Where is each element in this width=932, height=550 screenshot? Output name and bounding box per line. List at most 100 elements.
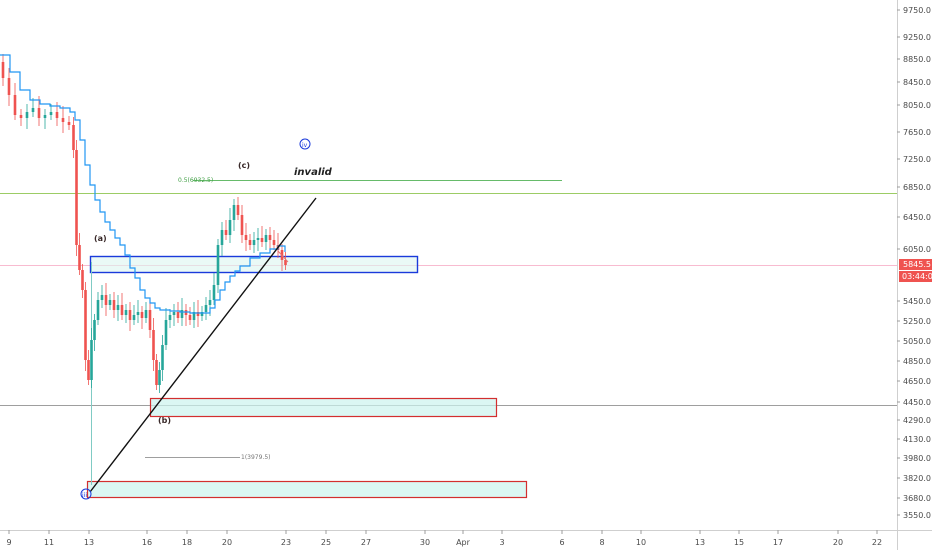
x-tick-label: 6 [559,538,564,547]
trendline-small [277,250,289,263]
candle-body [260,238,264,242]
candle-body [272,240,276,245]
wave-iv-label: iv [302,142,308,149]
x-tick-label: 13 [84,538,94,547]
ma-line [0,54,286,314]
x-tick-label: 16 [142,538,152,547]
candle-body [132,315,136,320]
candle-body [13,95,17,115]
y-tick-label: 8450.0 [903,78,931,87]
candle-body [200,312,204,316]
y-tick-label: 5250.0 [903,317,931,326]
candle-body [140,312,144,318]
candle-body [158,370,161,385]
candle-body [37,108,41,118]
candle-body [96,300,100,320]
y-tick-label: 3550.0 [903,511,931,520]
candle-body [152,330,155,360]
candle-body [72,125,75,150]
candle-body [7,78,11,95]
candle-body [49,112,53,115]
x-tick-label: Apr [456,538,471,547]
x-tick-label: 18 [182,538,192,547]
zones [86,255,528,499]
candle-body [128,310,132,320]
candle-body [84,290,87,360]
x-tick-label: 15 [734,538,744,547]
price-badge-text: 5845.5 [903,260,931,269]
x-tick-label: 25 [321,538,331,547]
candle-body [180,310,184,318]
trendline-support [89,197,317,493]
candle-body [284,260,287,265]
x-tick-label: 9 [6,538,11,547]
x-tick-label: 11 [44,538,54,547]
candle-body [1,62,5,78]
red-zone-mid [149,397,498,418]
candle-body [19,115,23,118]
x-tick-label: 17 [773,538,783,547]
candle-body [268,235,272,240]
candle-body [244,235,248,240]
red-zone-low [86,480,528,499]
candle-body [188,315,192,320]
candle-body [232,205,236,220]
y-tick-label: 8850.0 [903,55,931,64]
wave-c-label: (c) [238,161,250,170]
invalid-label: invalid [294,167,333,178]
x-tick-label: 20 [833,538,843,547]
candle-body [212,285,216,300]
y-tick-label: 3980.0 [903,454,931,463]
y-tick-label: 4130.0 [903,435,931,444]
y-tick-label: 6850.0 [903,183,931,192]
candle-body [240,215,244,235]
wave-labels: (a) (b) (c) iv iii invalid [80,138,333,500]
candle-body [87,360,90,380]
candle-body [172,312,176,315]
y-tick-label: 4850.0 [903,357,931,366]
candle-body [248,240,252,245]
candle-body [216,245,220,285]
y-tick-label: 4450.0 [903,398,931,407]
candle-body [256,238,260,240]
y-tick-label: 9750.0 [903,6,931,15]
y-tick-label: 3680.0 [903,494,931,503]
price-badges: 5845.5 03:44:06 [899,259,932,282]
candle-body [112,300,116,310]
candle-body [161,345,164,370]
wave-iii-circle [80,488,92,500]
candle-body [208,300,212,305]
candle-body [220,230,224,245]
candle-body [252,240,256,245]
blue-zone [89,255,419,274]
candle-body [25,112,29,118]
y-tick-label: 7650.0 [903,128,931,137]
fib-1-label: 1(3979.5) [241,454,271,461]
y-tick-label: 5050.0 [903,337,931,346]
candle-body [81,270,84,290]
x-tick-label: 30 [420,538,430,547]
time-axis[interactable]: 9 11 13 16 18 20 23 25 27 30 Apr 3 6 8 10 13 15 17 20 22 [6,530,882,547]
wave-a-label: (a) [94,234,107,243]
candle-body [116,305,120,310]
candle-body [78,245,81,270]
candle-body [108,300,112,305]
wave-iii-label: iii [82,492,87,499]
price-axis[interactable]: 9750.0 9250.0 8850.0 8450.0 8050.0 7650.0 7250… [897,6,931,520]
candle-body [55,112,59,118]
y-tick-label: 4290.0 [903,416,931,425]
candle-body [93,320,96,340]
y-tick-label: 6450.0 [903,213,931,222]
candle-body [192,312,196,320]
y-tick-label: 9250.0 [903,33,931,42]
x-tick-label: 3 [499,538,504,547]
x-tick-label: 27 [361,538,371,547]
y-tick-label: 5450.0 [903,297,931,306]
candle-body [204,305,208,312]
y-tick-label: 3820.0 [903,474,931,483]
x-tick-label: 8 [599,538,604,547]
candle-body [196,312,200,316]
y-tick-label: 6050.0 [903,245,931,254]
